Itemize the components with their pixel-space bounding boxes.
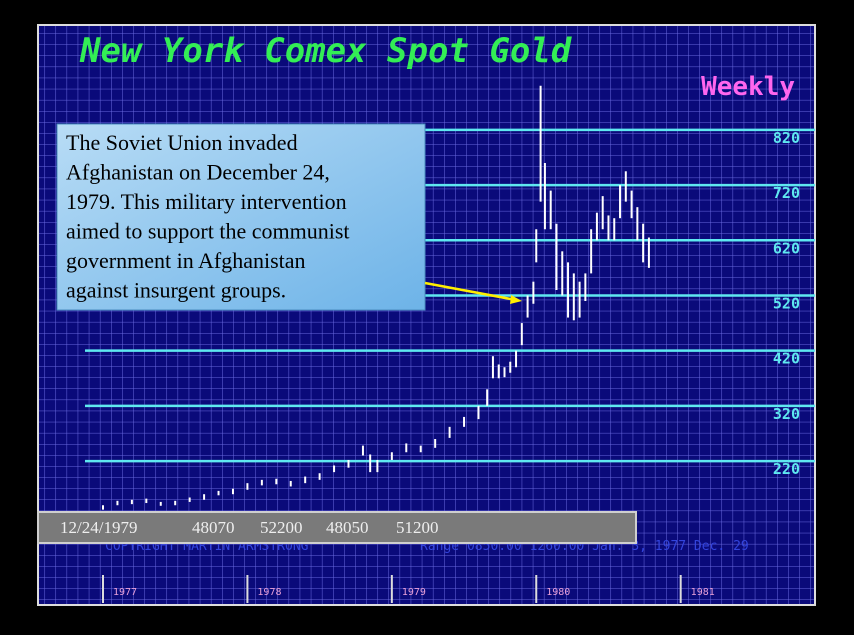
- x-tick-label: 1980: [546, 587, 570, 598]
- arrow-head: [510, 295, 522, 304]
- y-tick-label: 820: [773, 129, 800, 147]
- chart-title: New York Comex Spot Gold: [79, 31, 573, 71]
- readout-field: 48050: [326, 518, 369, 537]
- x-tick-label: 1978: [257, 587, 281, 598]
- readout: 12/24/1979 48070 52200 48050 51200: [60, 518, 439, 537]
- annotation-line: Afghanistan on December 24,: [66, 160, 330, 185]
- annotation-line: The Soviet Union invaded: [66, 130, 298, 155]
- annotation-box: [56, 123, 426, 311]
- y-tick-label: 320: [773, 405, 800, 423]
- readout-field: 51200: [396, 518, 439, 537]
- x-tick-label: 1977: [113, 587, 137, 598]
- annotation-arrow: [424, 281, 517, 302]
- annotation-line: aimed to support the communist: [66, 219, 350, 244]
- annotation-line: against insurgent groups.: [66, 278, 286, 303]
- readout-box: [37, 511, 637, 544]
- x-tick-label: 1981: [691, 587, 715, 598]
- y-tick-label: 420: [773, 350, 800, 368]
- annotation-line: 1979. This military intervention: [66, 189, 347, 214]
- readout-field: 48070: [192, 518, 235, 537]
- annotation-line: government in Afghanistan: [66, 248, 306, 273]
- panel: [37, 24, 816, 606]
- readout-field: 52200: [260, 518, 303, 537]
- y-tick-label: 720: [773, 184, 800, 202]
- x-tick-label: 1979: [402, 587, 426, 598]
- subtitle: Weekly: [701, 72, 795, 102]
- y-tick-label: 220: [773, 460, 800, 478]
- y-tick-label: 520: [773, 294, 800, 312]
- y-tick-label: 620: [773, 239, 800, 257]
- readout-field: 12/24/1979: [60, 518, 137, 537]
